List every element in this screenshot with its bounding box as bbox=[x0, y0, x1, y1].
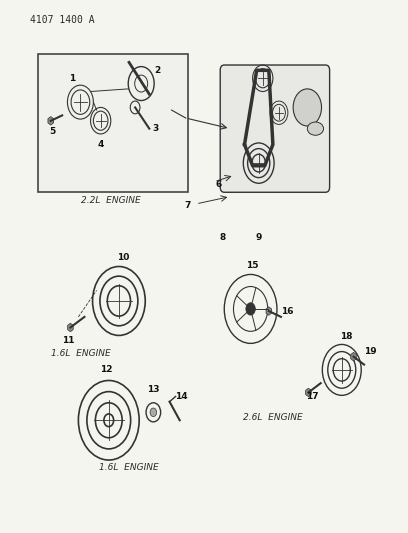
Text: 18: 18 bbox=[339, 332, 352, 341]
Text: 4107 1400 A: 4107 1400 A bbox=[30, 14, 94, 25]
Text: 14: 14 bbox=[175, 392, 188, 401]
Text: 13: 13 bbox=[147, 385, 160, 394]
Text: 9: 9 bbox=[255, 233, 262, 242]
Circle shape bbox=[150, 408, 157, 417]
Text: 11: 11 bbox=[62, 336, 75, 345]
Text: 4: 4 bbox=[98, 140, 104, 149]
Ellipse shape bbox=[307, 122, 324, 135]
Text: 19: 19 bbox=[364, 347, 377, 356]
Text: 8: 8 bbox=[219, 233, 225, 242]
Text: 1: 1 bbox=[69, 74, 75, 83]
Text: 1.6L  ENGINE: 1.6L ENGINE bbox=[99, 464, 159, 472]
Text: 7: 7 bbox=[184, 201, 191, 210]
Text: 6: 6 bbox=[215, 180, 221, 189]
Text: 15: 15 bbox=[246, 261, 259, 270]
Bar bbox=[38, 54, 188, 192]
FancyBboxPatch shape bbox=[220, 65, 330, 192]
Text: 12: 12 bbox=[100, 366, 113, 374]
Text: 2.6L  ENGINE: 2.6L ENGINE bbox=[243, 413, 303, 422]
Text: 2.2L  ENGINE: 2.2L ENGINE bbox=[81, 196, 141, 205]
Text: 17: 17 bbox=[306, 392, 319, 401]
Circle shape bbox=[246, 303, 255, 315]
Text: 3: 3 bbox=[152, 124, 158, 133]
Text: 16: 16 bbox=[281, 307, 293, 316]
Circle shape bbox=[293, 89, 322, 126]
Text: 10: 10 bbox=[117, 253, 129, 262]
Text: 5: 5 bbox=[49, 127, 55, 136]
Text: 2: 2 bbox=[154, 66, 160, 75]
Text: 1.6L  ENGINE: 1.6L ENGINE bbox=[51, 350, 110, 359]
